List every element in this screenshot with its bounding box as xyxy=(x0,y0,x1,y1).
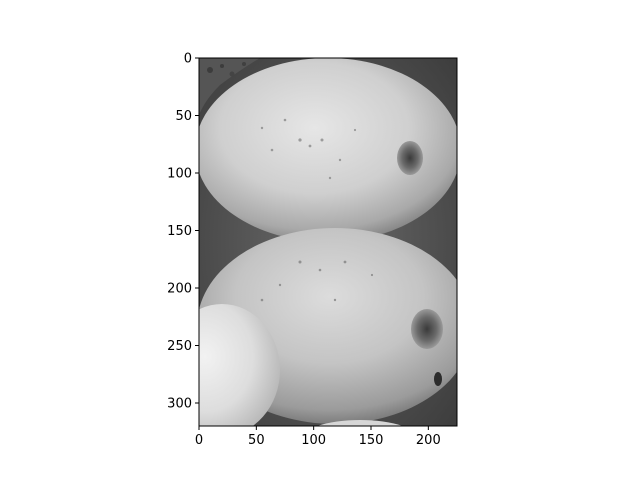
x-tick-label: 0 xyxy=(195,433,203,448)
y-tick-label: 200 xyxy=(167,282,192,297)
x-axis-ticks: 0 50 100 150 200 xyxy=(195,426,441,448)
stem-spot-top xyxy=(397,141,423,175)
x-tick-label: 200 xyxy=(416,433,441,448)
x-tick-label: 50 xyxy=(248,433,265,448)
x-tick-label: 150 xyxy=(359,433,384,448)
y-axis-ticks: 0 50 100 150 200 250 300 xyxy=(167,52,199,412)
stem-spot-middle xyxy=(411,309,443,349)
fruit-bottom-left xyxy=(164,304,280,436)
photo xyxy=(164,58,473,460)
y-tick-label: 300 xyxy=(167,397,192,412)
y-tick-label: 250 xyxy=(167,339,192,354)
x-tick-label: 100 xyxy=(301,433,326,448)
y-tick-label: 50 xyxy=(175,109,192,124)
y-tick-label: 150 xyxy=(167,224,192,239)
y-tick-label: 0 xyxy=(184,52,192,67)
y-tick-label: 100 xyxy=(167,167,192,182)
